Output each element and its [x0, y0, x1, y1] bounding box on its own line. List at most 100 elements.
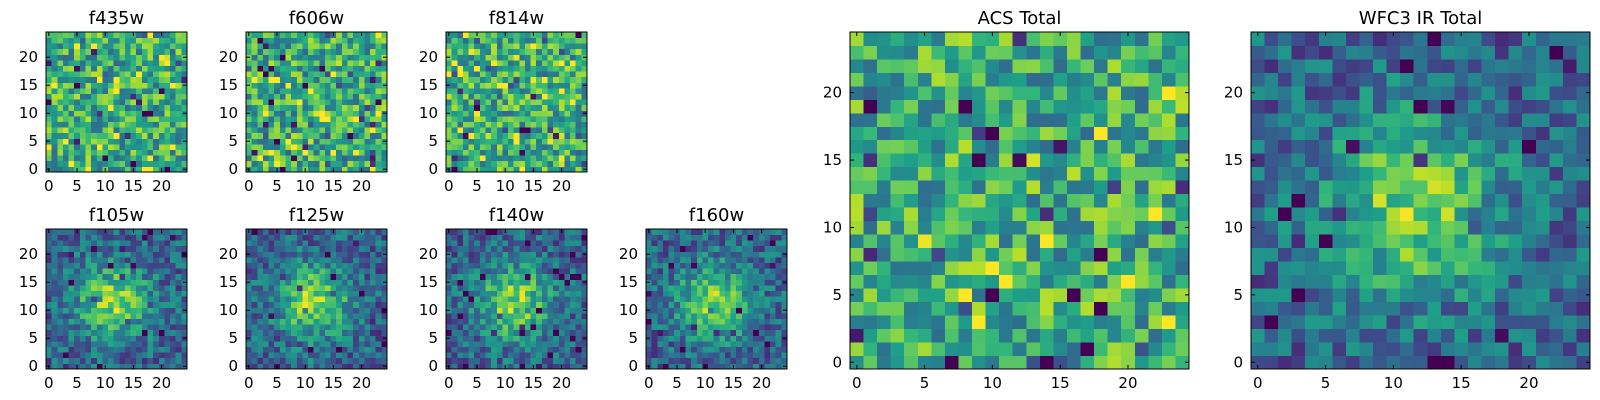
heatmap-cell	[113, 307, 120, 314]
heatmap-cell	[74, 54, 81, 61]
heatmap-cell	[651, 307, 658, 314]
heatmap-cell	[451, 121, 458, 128]
heatmap-cell	[753, 301, 760, 308]
heatmap-cell	[291, 60, 298, 66]
heatmap-cell	[62, 285, 69, 291]
heatmap-cell	[944, 166, 959, 181]
heatmap-cell	[581, 48, 588, 55]
heatmap-cell	[1053, 166, 1068, 181]
y-tick-label: 5	[428, 329, 438, 347]
heatmap-cell	[170, 335, 177, 342]
heatmap-cell	[679, 240, 686, 247]
heatmap-cell	[1134, 315, 1149, 329]
heatmap-cell	[370, 132, 377, 139]
heatmap-cell	[68, 121, 75, 128]
heatmap-cell	[291, 149, 298, 156]
heatmap-cell	[358, 160, 365, 167]
heatmap-cell	[124, 93, 131, 100]
heatmap-cell	[130, 335, 137, 342]
heatmap-cell	[358, 132, 365, 139]
heatmap-cell	[668, 257, 675, 263]
heatmap-cell	[496, 352, 503, 359]
heatmap-cell	[119, 251, 126, 258]
heatmap-cell	[251, 273, 258, 280]
heatmap-cell	[353, 43, 360, 50]
heatmap-cell	[262, 144, 269, 150]
heatmap-cell	[1161, 274, 1176, 289]
heatmap-cell	[530, 149, 537, 156]
heatmap-cell	[691, 273, 698, 280]
heatmap-cell	[479, 352, 486, 359]
heatmap-cell	[353, 352, 360, 359]
heatmap-cell	[170, 262, 177, 269]
heatmap-cell	[141, 352, 148, 359]
heatmap-cell	[136, 262, 143, 269]
heatmap-cell	[513, 60, 520, 66]
heatmap-cell	[457, 48, 464, 55]
heatmap-cell	[708, 290, 715, 297]
heatmap-cell	[553, 363, 560, 370]
heatmap-cell	[341, 307, 348, 314]
heatmap-cell	[985, 234, 1000, 249]
y-tick-label: 15	[19, 76, 38, 94]
y-tick-label: 10	[619, 301, 638, 319]
heatmap-cell	[530, 240, 537, 247]
heatmap-cell	[530, 268, 537, 275]
heatmap-cell	[668, 268, 675, 275]
heatmap-cell	[491, 318, 498, 325]
heatmap-cell	[62, 127, 69, 134]
heatmap-cell	[474, 138, 481, 145]
x-tick-label: 5	[272, 374, 282, 392]
heatmap-cell	[336, 262, 343, 269]
heatmap-cell	[336, 138, 343, 145]
heatmap-cell	[496, 313, 503, 319]
heatmap-cell	[1026, 166, 1041, 181]
heatmap-cell	[353, 65, 360, 72]
heatmap-cell	[141, 116, 148, 122]
heatmap-cell	[85, 82, 92, 89]
heatmap-cell	[558, 307, 565, 314]
heatmap-cell	[79, 37, 86, 44]
heatmap-cell	[291, 335, 298, 342]
heatmap-cell	[474, 144, 481, 150]
heatmap-cell	[170, 88, 177, 94]
heatmap-cell	[570, 352, 577, 359]
heatmap-cell	[370, 166, 377, 173]
heatmap-cell	[246, 324, 253, 331]
heatmap-cell	[370, 229, 377, 235]
heatmap-cell	[124, 318, 131, 325]
heatmap-cell	[985, 288, 1000, 302]
heatmap-cell	[502, 240, 509, 247]
heatmap-cell	[274, 285, 281, 291]
heatmap-cell	[102, 273, 109, 280]
heatmap-cell	[999, 220, 1014, 235]
heatmap-cell	[62, 166, 69, 173]
heatmap-cell	[753, 240, 760, 247]
heatmap-cell	[130, 88, 137, 94]
heatmap-cell	[330, 71, 337, 78]
heatmap-cell	[850, 355, 864, 370]
heatmap-cell	[96, 318, 103, 325]
heatmap-cell	[446, 352, 453, 359]
heatmap-cell	[685, 240, 692, 247]
heatmap-cell	[79, 257, 86, 263]
heatmap-cell	[999, 207, 1014, 222]
x-tick-label: 15	[724, 374, 743, 392]
heatmap-cell	[691, 313, 698, 319]
heatmap-cell	[68, 110, 75, 117]
heatmap-cell	[279, 93, 286, 100]
heatmap-cell	[302, 132, 309, 139]
heatmap-cell	[136, 285, 143, 291]
heatmap-cell	[113, 71, 120, 78]
heatmap-cell	[336, 240, 343, 247]
heatmap-cell	[136, 357, 143, 364]
heatmap-cell	[108, 99, 115, 106]
heatmap-cell	[553, 273, 560, 280]
heatmap-cell	[581, 116, 588, 122]
heatmap-cell	[462, 307, 469, 314]
heatmap-cell	[291, 127, 298, 134]
heatmap-cell	[485, 65, 492, 72]
heatmap-cell	[519, 160, 526, 167]
heatmap-cell	[79, 116, 86, 122]
heatmap-cell	[91, 54, 98, 61]
